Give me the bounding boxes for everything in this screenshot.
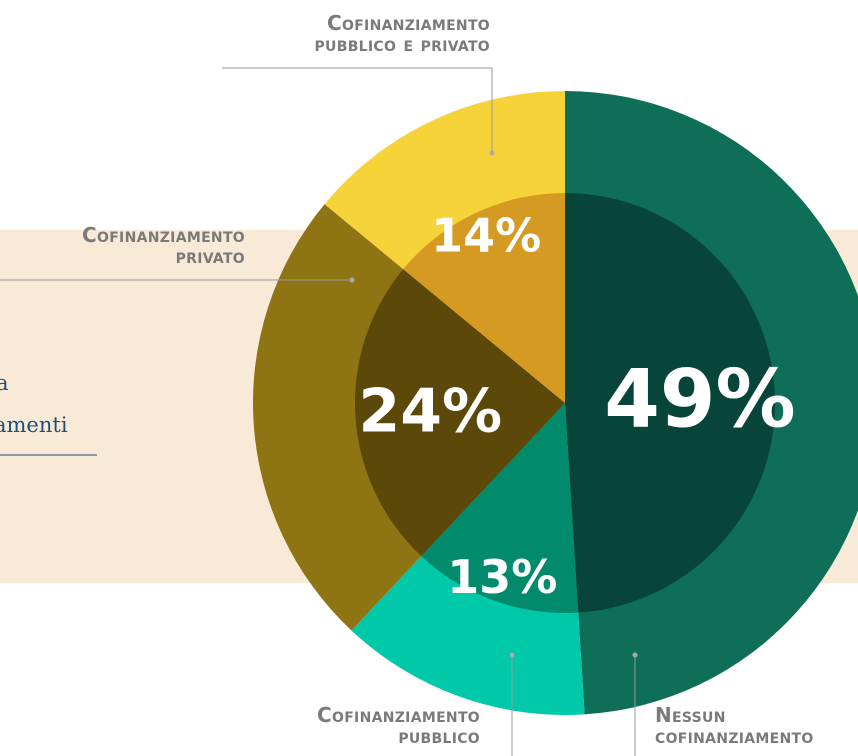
leader-dot (632, 652, 638, 658)
annotation: a (0, 371, 9, 395)
label-line: cofinanziamento (655, 724, 814, 748)
leader-dot (489, 150, 495, 156)
category-label: Cofinanziamento pubblico (317, 703, 480, 748)
label-line: Nessun (655, 703, 726, 727)
value-label: 24% (358, 376, 502, 446)
label-line: pubblico (398, 724, 480, 748)
label-line: Cofinanziamento (82, 223, 245, 247)
inner-slice (354, 269, 565, 557)
value-label: 14% (431, 209, 541, 263)
category-label: Cofinanziamento pubblico e privato (315, 11, 491, 56)
value-label: 49% (604, 352, 795, 445)
annotation: amenti (0, 413, 68, 437)
category-label: Cofinanziamento privato (82, 223, 245, 268)
leader-line (222, 67, 493, 153)
inner-slice (403, 193, 565, 403)
category-label: Nessun cofinanziamento (655, 703, 814, 748)
leader-dot (509, 652, 515, 658)
label-line: pubblico e privato (315, 32, 491, 56)
label-line: Cofinanziamento (317, 703, 480, 727)
label-line: Cofinanziamento (327, 11, 490, 35)
value-label: 13% (447, 550, 557, 604)
label-line: privato (176, 244, 245, 268)
inner-slice (565, 193, 776, 613)
leader-dot (349, 277, 355, 283)
inner-slice (421, 403, 579, 613)
